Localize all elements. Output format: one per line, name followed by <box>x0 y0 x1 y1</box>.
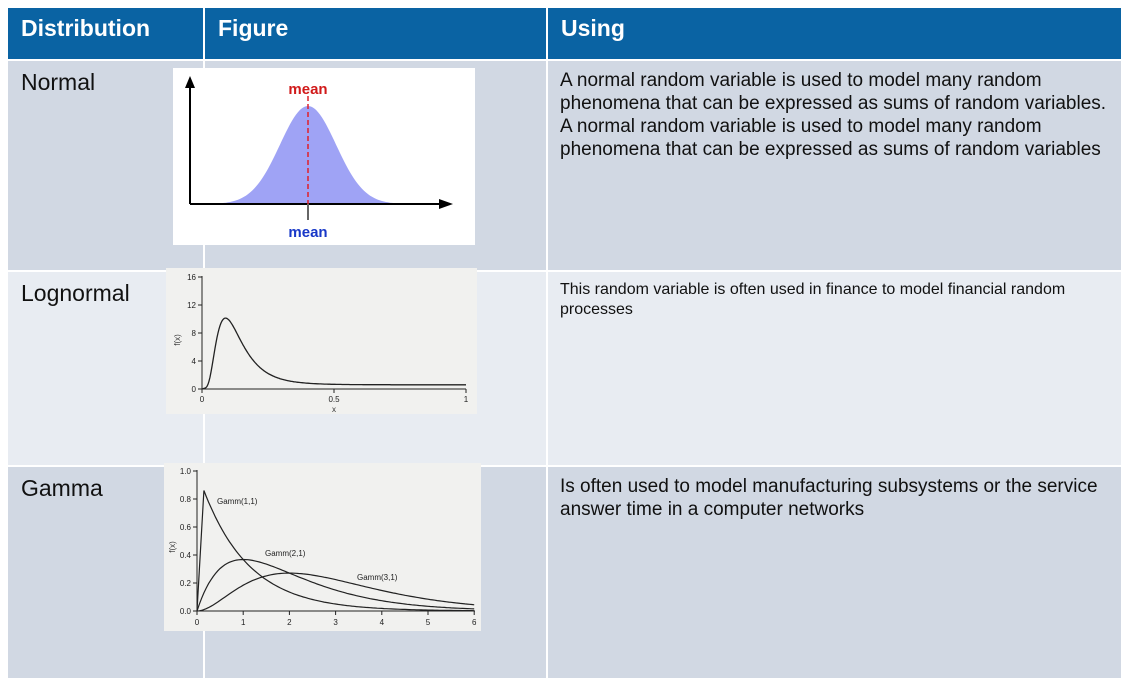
gamma-x-tick-label: 0 <box>195 618 200 627</box>
gamma-x-tick-label: 1 <box>241 618 246 627</box>
gamma-y-tick-label: 0.8 <box>180 495 192 504</box>
gamma-x-tick-label: 2 <box>287 618 292 627</box>
row-lognormal-using: This random variable is often used in fi… <box>548 272 1121 465</box>
gamma-y-tick-label: 0.0 <box>180 607 192 616</box>
gamma-curve-svg: 0.0 0.2 0.4 0.6 0.8 1.0 0 1 2 3 4 5 6 Gamm(1,1) Gam… <box>168 467 477 627</box>
gamma-curve-label-1: Gamm(1,1) <box>217 497 258 506</box>
lognormal-x-tick-label: 0.5 <box>328 395 340 404</box>
gamma-curve-label-3: Gamm(3,1) <box>357 573 398 582</box>
normal-distribution-figure: mean mean <box>173 68 475 245</box>
row-normal-using: A normal random variable is used to mode… <box>548 61 1121 270</box>
lognormal-distribution-figure: 0 4 8 12 16 0 0.5 1 f(x) x <box>166 268 477 414</box>
lognormal-y-tick-label: 16 <box>187 273 196 282</box>
gamma-curve-label-2: Gamm(2,1) <box>265 549 306 558</box>
gamma-y-tick-label: 0.6 <box>180 523 192 532</box>
gamma-x-tick-label: 5 <box>426 618 431 627</box>
gamma-y-tick-label: 0.2 <box>180 579 192 588</box>
normal-curve-area <box>190 106 435 204</box>
gamma-y-tick-label: 1.0 <box>180 467 192 476</box>
gamma-curve-2-1 <box>196 558 475 612</box>
gamma-ylabel: f(x) <box>168 541 177 553</box>
gamma-y-tick-label: 0.4 <box>180 551 192 560</box>
lognormal-y-tick-label: 12 <box>187 301 196 310</box>
lognormal-ylabel: f(x) <box>173 334 182 346</box>
normal-mean-bottom-label: mean <box>288 224 327 241</box>
header-using: Using <box>548 8 1121 59</box>
gamma-curve-1-1 <box>196 490 475 612</box>
lognormal-y-tick-label: 8 <box>192 329 197 338</box>
gamma-x-ticks: 0 1 2 3 4 5 6 <box>195 611 477 627</box>
lognormal-y-ticks: 0 4 8 12 16 <box>187 273 202 394</box>
lognormal-xlabel: x <box>332 405 336 414</box>
gamma-x-tick-label: 6 <box>472 618 477 627</box>
gamma-x-tick-label: 3 <box>333 618 338 627</box>
row-normal-distribution: Normal <box>8 61 203 270</box>
normal-curve-svg: mean mean <box>185 76 453 241</box>
normal-mean-top-label: mean <box>288 81 327 98</box>
lognormal-x-tick-label: 1 <box>464 395 469 404</box>
lognormal-x-ticks: 0 0.5 1 <box>200 389 469 404</box>
gamma-x-tick-label: 4 <box>380 618 385 627</box>
lognormal-curve <box>201 317 466 390</box>
lognormal-y-tick-label: 4 <box>192 357 197 366</box>
gamma-distribution-figure: 0.0 0.2 0.4 0.6 0.8 1.0 0 1 2 3 4 5 6 Gamm(1,1) Gam… <box>164 463 481 631</box>
header-figure: Figure <box>205 8 546 59</box>
gamma-y-ticks: 0.0 0.2 0.4 0.6 0.8 1.0 <box>180 467 197 616</box>
header-distribution: Distribution <box>8 8 203 59</box>
normal-x-arrow <box>439 199 453 209</box>
gamma-curve-3-1 <box>196 572 475 612</box>
lognormal-x-tick-label: 0 <box>200 395 205 404</box>
lognormal-y-tick-label: 0 <box>192 385 197 394</box>
row-gamma-using: Is often used to model manufacturing sub… <box>548 467 1121 678</box>
normal-y-arrow <box>185 76 195 88</box>
